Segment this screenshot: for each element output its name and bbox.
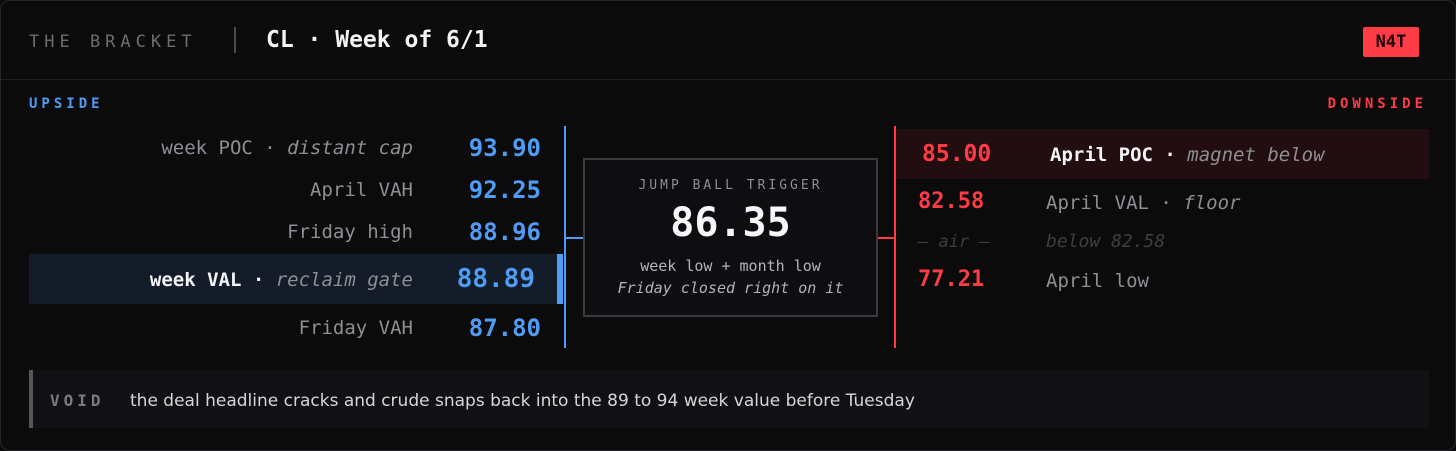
- level-value: 92.25: [468, 176, 541, 204]
- gap-marker: — air —: [918, 232, 990, 252]
- downside-level-row: 77.21 April low: [896, 261, 1429, 301]
- header-divider: [234, 27, 236, 53]
- level-value: 93.90: [468, 134, 541, 162]
- downside-connector: [876, 237, 894, 239]
- level-value: 88.89: [456, 264, 535, 294]
- void-note: VOID the deal headline cracks and crude …: [29, 370, 1429, 428]
- level-label: week POC · distant cap: [161, 137, 413, 159]
- downside-gap-row: — air — below 82.58: [896, 222, 1429, 262]
- level-value: 82.58: [918, 189, 985, 214]
- void-tag: VOID: [50, 391, 105, 410]
- trigger-label: JUMP BALL TRIGGER: [638, 178, 823, 193]
- level-value: 88.96: [468, 218, 541, 246]
- upside-level-row: Friday VAH 87.80: [29, 308, 559, 348]
- trigger-value: 86.35: [670, 200, 791, 246]
- brand-badge: N4T: [1363, 27, 1419, 57]
- level-label: April low: [1046, 270, 1149, 292]
- level-value: 87.80: [468, 314, 541, 342]
- upside-bracket-line: [564, 126, 566, 348]
- downside-level-row: 82.58 April VAL · floor: [896, 183, 1429, 223]
- upside-highlight-bar: [557, 254, 563, 304]
- level-label: Friday high: [287, 221, 413, 243]
- level-value: 77.21: [918, 267, 985, 292]
- upside-connector: [566, 237, 584, 239]
- level-label: April VAH: [310, 179, 413, 201]
- level-label: below 82.58: [1046, 231, 1166, 252]
- trigger-note: week low + month low: [640, 257, 821, 275]
- trigger-note: Friday closed right on it: [617, 279, 844, 297]
- level-label: April POC · magnet below: [1050, 144, 1325, 166]
- trigger-box: JUMP BALL TRIGGER 86.35 week low + month…: [583, 158, 878, 317]
- upside-label: UPSIDE: [29, 96, 104, 112]
- downside-highlight-row: 85.00 April POC · magnet below: [896, 129, 1429, 179]
- upside-level-row: April VAH 92.25: [29, 170, 559, 210]
- downside-label: DOWNSIDE: [1327, 96, 1427, 112]
- level-label: week VAL · reclaim gate: [149, 269, 413, 291]
- level-label: Friday VAH: [298, 317, 413, 339]
- header: THE BRACKET CL · Week of 6/1 N4T: [1, 1, 1455, 80]
- void-text: the deal headline cracks and crude snaps…: [130, 391, 915, 411]
- void-accent-bar: [29, 370, 33, 428]
- level-label: April VAL · floor: [1046, 192, 1241, 214]
- upside-level-row: week POC · distant cap 93.90: [29, 128, 559, 168]
- upside-level-row: Friday high 88.96: [29, 212, 559, 252]
- upside-highlight-row: week VAL · reclaim gate 88.89: [29, 254, 559, 304]
- page-title: CL · Week of 6/1: [266, 27, 488, 53]
- brand-label: THE BRACKET: [29, 32, 197, 52]
- level-value: 85.00: [922, 141, 992, 167]
- downside-bracket-line: [894, 126, 896, 348]
